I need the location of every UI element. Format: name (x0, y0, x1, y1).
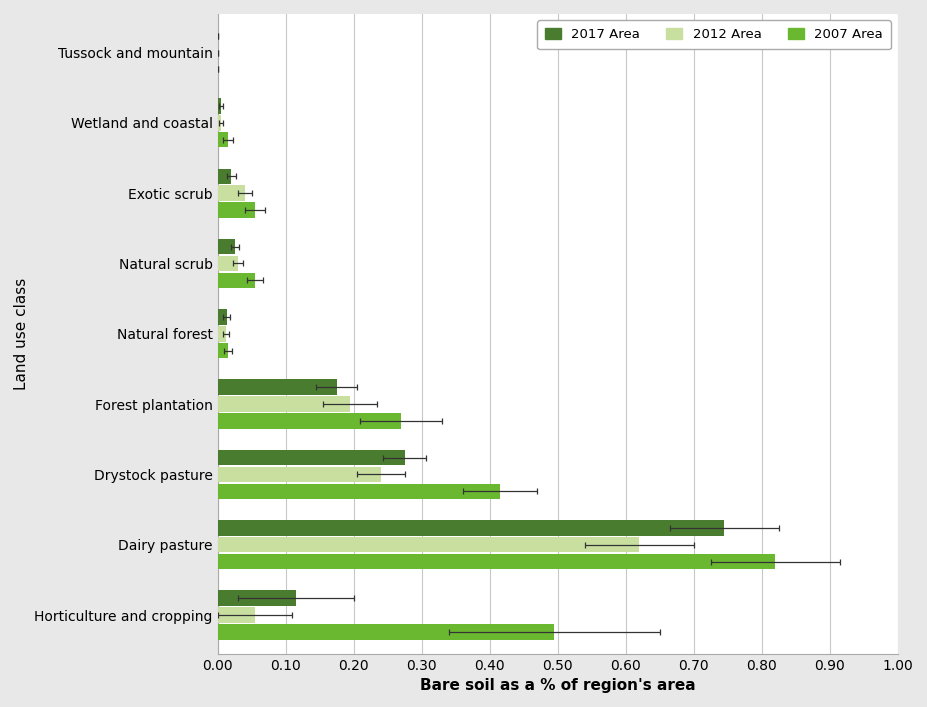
Bar (218, 467, 381, 482)
Bar (218, 343, 228, 358)
Bar (218, 520, 724, 536)
Bar (218, 168, 231, 184)
Legend: 2017 Area, 2012 Area, 2007 Area: 2017 Area, 2012 Area, 2007 Area (537, 21, 891, 49)
Bar (218, 607, 255, 623)
Bar (218, 397, 350, 412)
Bar (218, 326, 226, 341)
X-axis label: Bare soil as a % of region's area: Bare soil as a % of region's area (420, 678, 695, 693)
Bar (218, 202, 255, 218)
Bar (218, 537, 640, 552)
Bar (218, 185, 245, 201)
Bar (218, 309, 226, 325)
Y-axis label: Land use class: Land use class (14, 278, 29, 390)
Bar (218, 115, 221, 131)
Bar (218, 450, 405, 465)
Bar (218, 380, 337, 395)
Bar (218, 239, 235, 255)
Bar (218, 624, 554, 640)
Bar (218, 256, 238, 271)
Bar (218, 98, 221, 114)
Bar (218, 484, 500, 499)
Bar (218, 590, 296, 606)
Bar (218, 554, 775, 569)
Bar (218, 273, 255, 288)
Bar (218, 413, 401, 428)
Bar (218, 132, 228, 148)
